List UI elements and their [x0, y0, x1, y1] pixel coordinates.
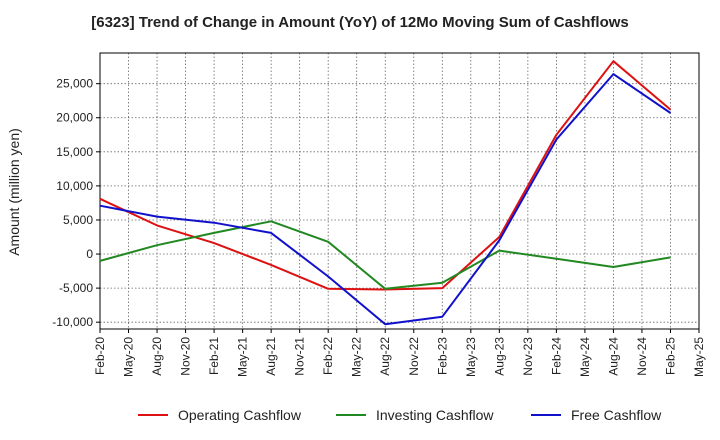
x-tick-label: May-22	[350, 337, 364, 377]
x-tick-label: Feb-23	[435, 337, 449, 375]
x-tick-label: Nov-23	[521, 337, 535, 376]
x-tick-label: May-25	[692, 337, 706, 377]
x-tick-label: Aug-24	[606, 337, 620, 376]
legend: Operating Cashflow Investing Cashflow Free…	[138, 407, 662, 423]
x-tick-label: May-20	[122, 337, 136, 377]
x-axis-ticks: Feb-20 May-20 Aug-20 Nov-20 Feb-21 May-21 Aug-…	[93, 329, 706, 377]
x-tick-label: May-23	[464, 337, 478, 377]
x-tick-label: May-21	[236, 337, 250, 377]
y-tick-label: 10,000	[56, 179, 93, 193]
x-tick-label: Aug-22	[378, 337, 392, 376]
x-tick-label: Aug-21	[264, 337, 278, 376]
x-tick-label: Aug-20	[150, 337, 164, 376]
y-tick-label: -5,000	[59, 281, 93, 295]
y-tick-label: 20,000	[56, 111, 93, 125]
legend-label: Investing Cashflow	[376, 407, 494, 423]
legend-label: Operating Cashflow	[178, 407, 302, 423]
x-tick-label: Nov-21	[293, 337, 307, 376]
y-tick-label: 15,000	[56, 145, 93, 159]
x-tick-label: Feb-20	[93, 337, 107, 375]
series-lines	[99, 60, 672, 326]
x-tick-label: Feb-24	[549, 337, 563, 375]
gridlines	[99, 53, 700, 329]
x-tick-label: Nov-24	[635, 337, 649, 376]
x-tick-label: May-24	[578, 337, 592, 377]
y-axis-ticks: -10,000 -5,000 0 5,000 10,000 15,000 20,000 25,…	[52, 77, 100, 329]
plot-area-frame	[99, 52, 700, 330]
x-tick-label: Aug-23	[492, 337, 506, 376]
x-tick-label: Feb-21	[207, 337, 221, 375]
x-tick-label: Nov-22	[407, 337, 421, 376]
series-line-free-cashflow	[99, 73, 672, 326]
x-tick-label: Feb-25	[663, 337, 677, 375]
y-tick-label: -10,000	[52, 315, 93, 329]
legend-label: Free Cashflow	[571, 407, 662, 423]
y-tick-label: 0	[86, 247, 93, 261]
x-tick-label: Feb-22	[321, 337, 335, 375]
x-tick-label: Nov-20	[179, 337, 193, 376]
y-tick-label: 25,000	[56, 77, 93, 91]
chart-title: [6323] Trend of Change in Amount (YoY) o…	[91, 14, 629, 31]
y-tick-label: 5,000	[63, 213, 93, 227]
series-line-investing-cashflow	[99, 220, 671, 290]
